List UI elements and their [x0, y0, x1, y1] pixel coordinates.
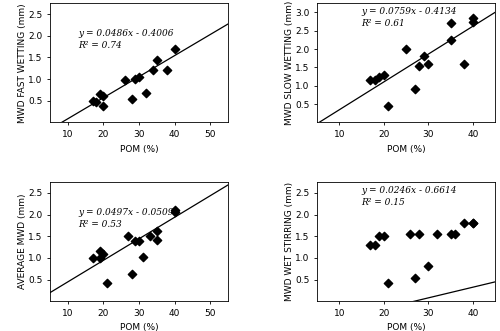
Point — [420, 54, 428, 59]
Point — [446, 231, 454, 237]
Point — [88, 255, 96, 260]
Point — [446, 21, 454, 26]
Point — [138, 254, 146, 259]
Point — [170, 208, 178, 213]
Y-axis label: MWD SLOW WETTING (mm): MWD SLOW WETTING (mm) — [284, 1, 294, 125]
Point — [96, 92, 104, 97]
Point — [153, 57, 161, 62]
Point — [376, 234, 384, 239]
Text: R² = 0.61: R² = 0.61 — [362, 19, 405, 28]
Point — [384, 103, 392, 109]
Point — [92, 99, 100, 105]
Point — [128, 96, 136, 101]
Point — [153, 237, 161, 242]
X-axis label: POM (%): POM (%) — [120, 145, 158, 154]
Point — [460, 220, 468, 226]
Point — [384, 280, 392, 286]
Point — [376, 74, 384, 79]
Point — [424, 61, 432, 67]
Point — [132, 238, 140, 243]
Point — [135, 239, 143, 244]
Y-axis label: MWD FAST WETTING (mm): MWD FAST WETTING (mm) — [18, 3, 26, 123]
Text: y = 0.0497x - 0.0509: y = 0.0497x - 0.0509 — [78, 208, 174, 217]
Point — [446, 37, 454, 43]
Point — [416, 63, 424, 68]
Point — [366, 242, 374, 248]
Point — [460, 61, 468, 67]
Point — [135, 74, 143, 80]
Point — [406, 231, 414, 237]
Point — [96, 255, 104, 260]
Point — [100, 104, 108, 109]
Point — [142, 90, 150, 96]
Point — [451, 231, 459, 237]
X-axis label: POM (%): POM (%) — [120, 323, 158, 331]
Point — [88, 98, 96, 104]
Point — [170, 46, 178, 51]
Point — [128, 272, 136, 277]
Point — [132, 76, 140, 82]
Point — [402, 46, 410, 52]
Point — [469, 19, 477, 24]
Text: y = 0.0246x - 0.6614: y = 0.0246x - 0.6614 — [362, 186, 457, 195]
Text: R² = 0.74: R² = 0.74 — [78, 41, 122, 50]
Text: R² = 0.15: R² = 0.15 — [362, 198, 405, 207]
Point — [380, 72, 388, 77]
Text: R² = 0.53: R² = 0.53 — [78, 220, 122, 229]
Point — [371, 242, 379, 248]
Point — [100, 251, 108, 256]
Point — [153, 228, 161, 234]
Point — [124, 234, 132, 239]
X-axis label: POM (%): POM (%) — [386, 323, 426, 331]
Point — [96, 249, 104, 254]
Point — [380, 234, 388, 239]
Text: y = 0.0486x - 0.4006: y = 0.0486x - 0.4006 — [78, 29, 174, 38]
Point — [164, 68, 172, 73]
Point — [433, 231, 441, 237]
Point — [411, 87, 419, 92]
Point — [411, 276, 419, 281]
X-axis label: POM (%): POM (%) — [386, 145, 426, 154]
Y-axis label: MWD WET STIRRING (mm): MWD WET STIRRING (mm) — [284, 182, 294, 301]
Point — [121, 77, 129, 83]
Point — [416, 231, 424, 237]
Point — [149, 68, 157, 73]
Point — [469, 220, 477, 226]
Y-axis label: AVERAGE MWD (mm): AVERAGE MWD (mm) — [18, 194, 26, 289]
Point — [469, 220, 477, 226]
Point — [146, 234, 154, 239]
Point — [103, 280, 111, 286]
Point — [366, 78, 374, 83]
Point — [100, 93, 108, 98]
Point — [469, 15, 477, 21]
Point — [424, 263, 432, 268]
Text: y = 0.0759x - 0.4134: y = 0.0759x - 0.4134 — [362, 7, 457, 16]
Point — [371, 78, 379, 83]
Point — [170, 210, 178, 215]
